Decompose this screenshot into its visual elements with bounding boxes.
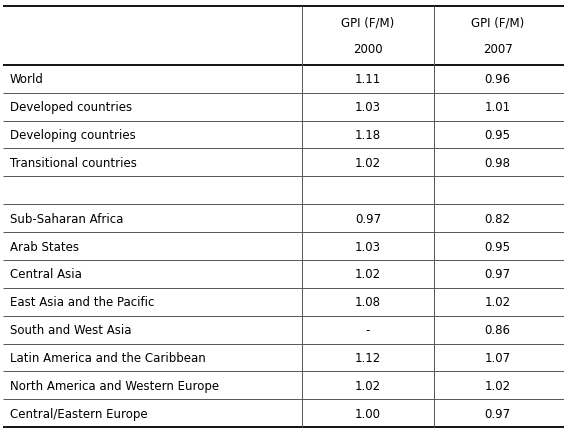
Text: GPI (F/M): GPI (F/M): [341, 17, 395, 30]
Text: Central Asia: Central Asia: [10, 268, 81, 281]
Text: Developing countries: Developing countries: [10, 129, 135, 142]
Text: 1.02: 1.02: [355, 156, 381, 170]
Text: 1.03: 1.03: [355, 101, 381, 114]
Text: 1.02: 1.02: [484, 296, 511, 309]
Text: 2000: 2000: [353, 42, 383, 56]
Text: Transitional countries: Transitional countries: [10, 156, 136, 170]
Text: 0.97: 0.97: [484, 268, 511, 281]
Text: South and West Asia: South and West Asia: [10, 323, 131, 336]
Text: 1.11: 1.11: [355, 73, 381, 86]
Text: 0.98: 0.98: [484, 156, 511, 170]
Text: GPI (F/M): GPI (F/M): [471, 17, 525, 30]
Text: 1.00: 1.00: [355, 407, 381, 420]
Text: 1.12: 1.12: [355, 351, 381, 364]
Text: 0.97: 0.97: [484, 407, 511, 420]
Text: Latin America and the Caribbean: Latin America and the Caribbean: [10, 351, 205, 364]
Text: 1.03: 1.03: [355, 240, 381, 253]
Text: 1.07: 1.07: [484, 351, 511, 364]
Text: 0.95: 0.95: [484, 129, 511, 142]
Text: 1.18: 1.18: [355, 129, 381, 142]
Text: -: -: [366, 323, 370, 336]
Text: 0.86: 0.86: [484, 323, 511, 336]
Text: North America and Western Europe: North America and Western Europe: [10, 379, 219, 392]
Text: Developed countries: Developed countries: [10, 101, 132, 114]
Text: 1.08: 1.08: [355, 296, 381, 309]
Text: 2007: 2007: [483, 42, 513, 56]
Text: 1.01: 1.01: [484, 101, 511, 114]
Text: World: World: [10, 73, 43, 86]
Text: 1.02: 1.02: [484, 379, 511, 392]
Text: 0.96: 0.96: [484, 73, 511, 86]
Text: 1.02: 1.02: [355, 379, 381, 392]
Text: Sub-Saharan Africa: Sub-Saharan Africa: [10, 212, 123, 225]
Text: 0.82: 0.82: [484, 212, 511, 225]
Text: 0.97: 0.97: [355, 212, 381, 225]
Text: 1.02: 1.02: [355, 268, 381, 281]
Text: East Asia and the Pacific: East Asia and the Pacific: [10, 296, 154, 309]
Text: 0.95: 0.95: [484, 240, 511, 253]
Text: Central/Eastern Europe: Central/Eastern Europe: [10, 407, 147, 420]
Text: Arab States: Arab States: [10, 240, 78, 253]
